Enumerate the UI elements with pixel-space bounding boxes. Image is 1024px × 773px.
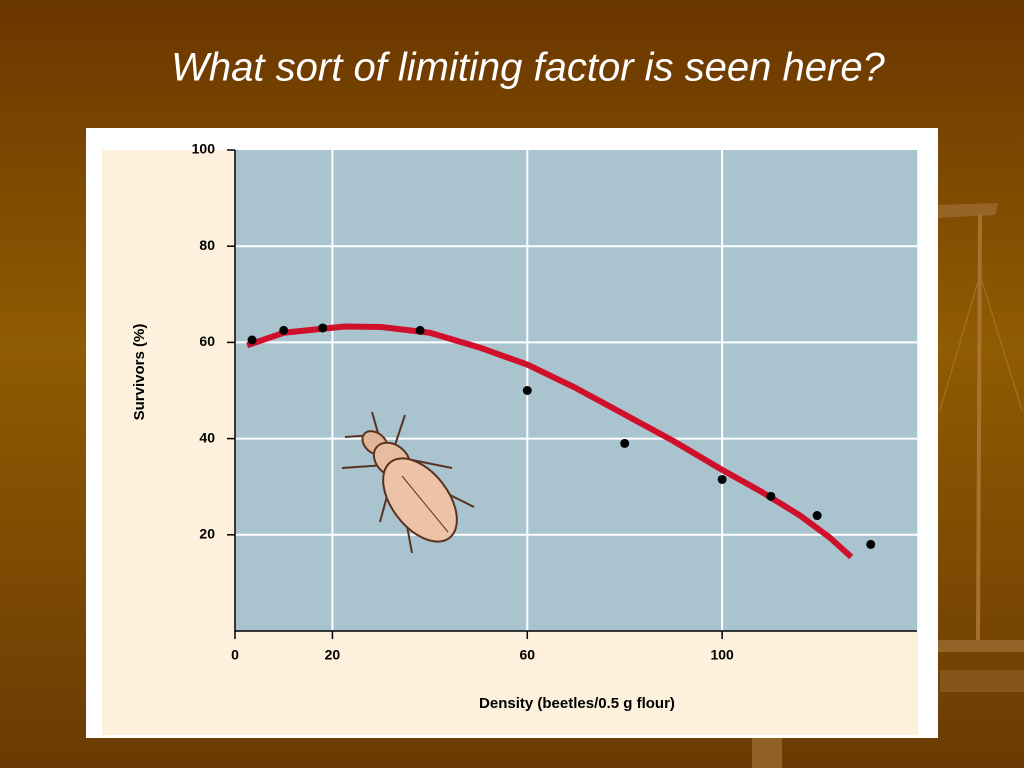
slide-title: What sort of limiting factor is seen her… [171, 46, 885, 90]
beetle-illustration [341, 411, 475, 554]
scale-decoration [752, 203, 1024, 768]
x-tick-label: 0 [231, 647, 239, 663]
x-tick-label: 60 [519, 647, 535, 663]
data-point [522, 386, 532, 395]
fit-curve [246, 323, 854, 560]
y-tick-label: 20 [199, 526, 215, 542]
x-tick-label: 20 [325, 647, 341, 663]
data-point [620, 438, 630, 448]
y-tick-label: 60 [199, 333, 215, 349]
data-point [766, 491, 776, 501]
x-axis-label: Density (beetles/0.5 g flour) [479, 695, 675, 712]
data-point [717, 474, 727, 484]
data-point [812, 511, 822, 521]
y-axis-label: Survivors (%) [131, 324, 148, 421]
y-tick-label: 80 [199, 237, 215, 253]
y-tick-label: 100 [192, 141, 216, 157]
data-point [415, 325, 425, 335]
data-point [318, 323, 328, 333]
data-point [279, 325, 289, 335]
data-point [866, 539, 876, 549]
y-tick-label: 40 [199, 429, 215, 445]
data-point [247, 335, 257, 345]
x-tick-label: 100 [710, 647, 734, 663]
